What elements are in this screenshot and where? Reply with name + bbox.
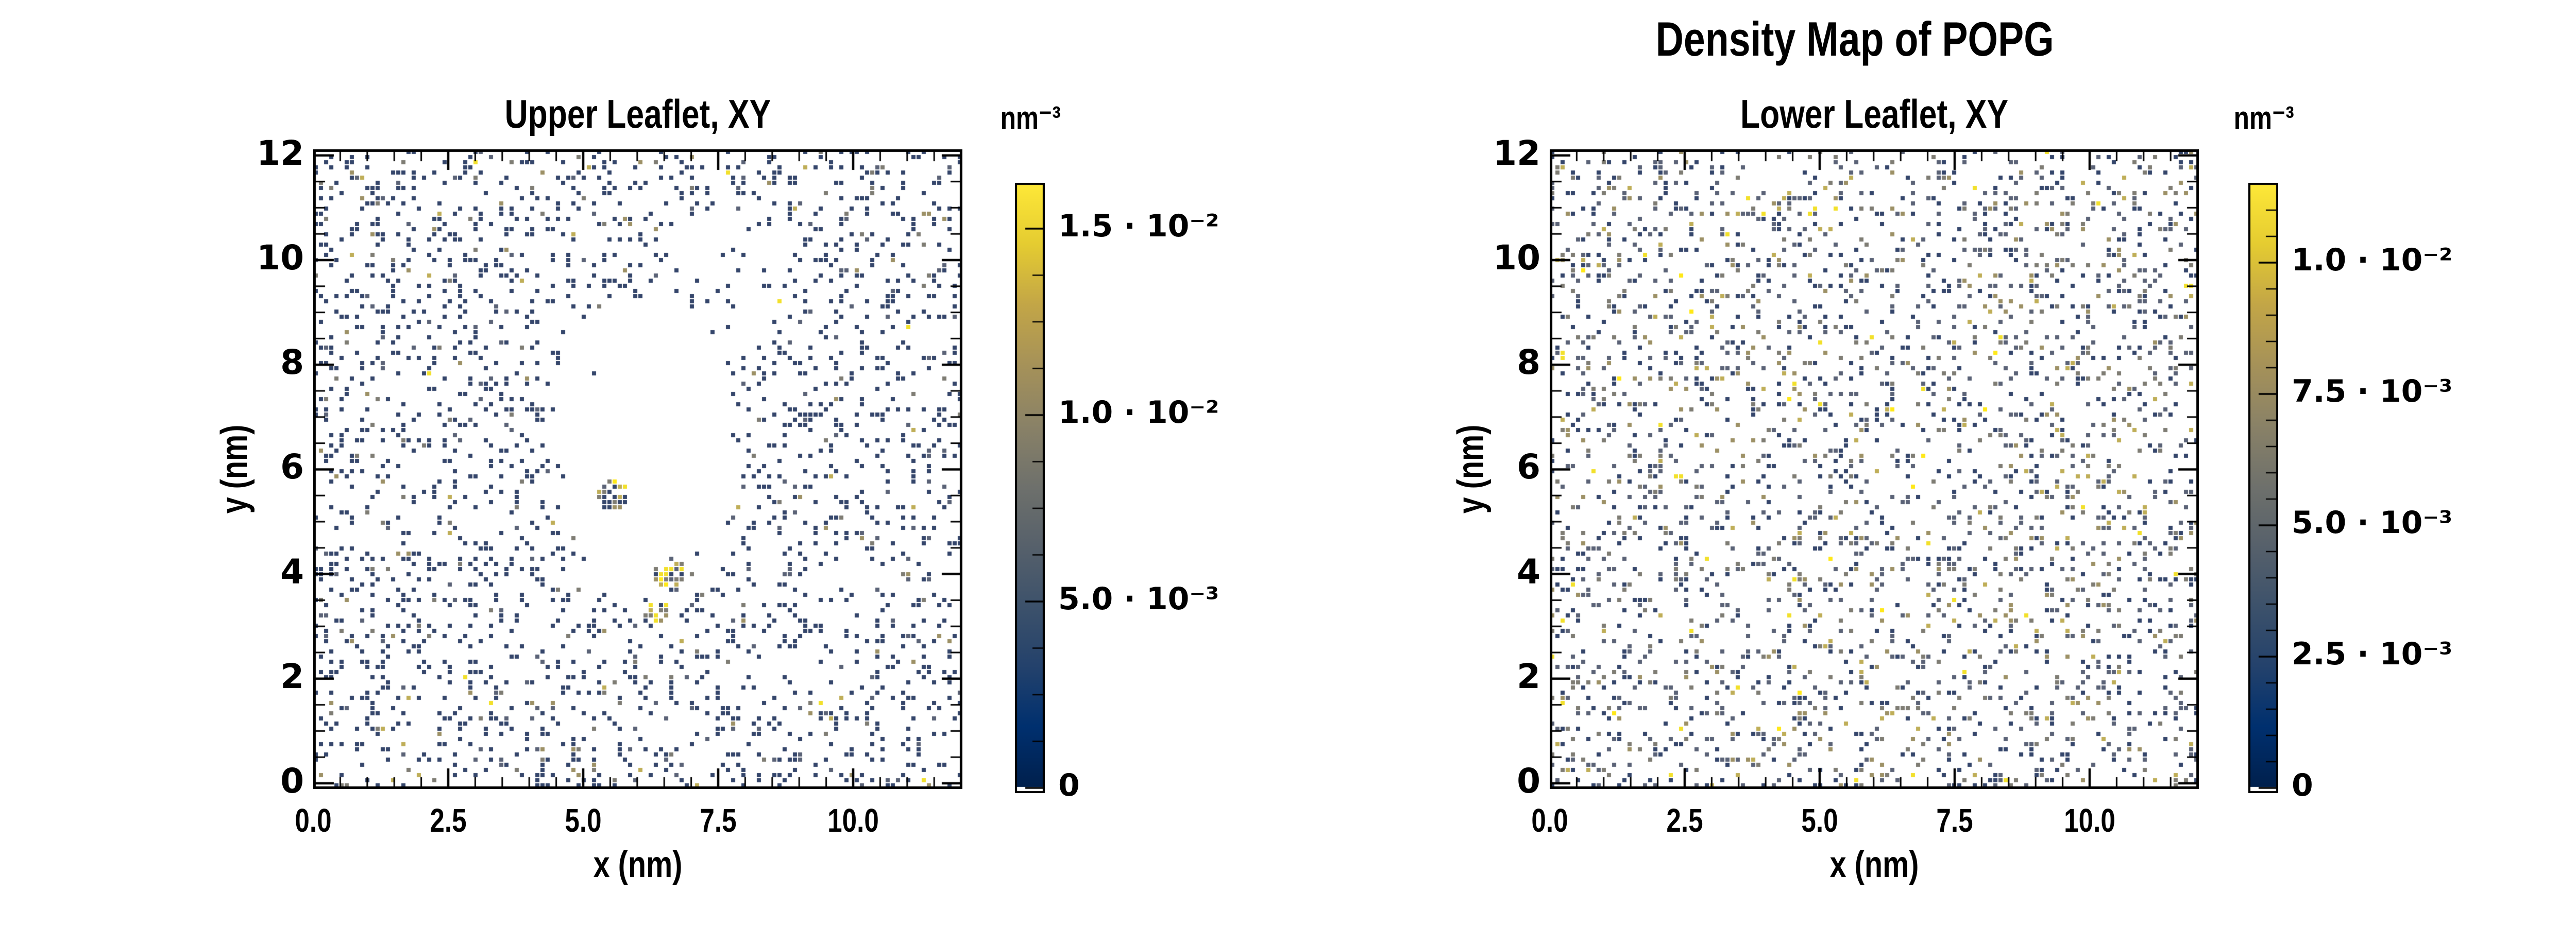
upper-leaflet-xtick-label: 5.0 — [565, 802, 602, 839]
lower-leaflet-xtick-label: 7.5 — [1936, 802, 1973, 839]
lower-leaflet-colorbar — [2248, 183, 2278, 793]
upper-leaflet-colorbar-tick-label: 5.0 · 10⁻³ — [1058, 580, 1219, 617]
upper-leaflet-ytick-label: 10 — [257, 238, 304, 278]
lower-leaflet-xtick-label: 10.0 — [2064, 802, 2115, 839]
lower-leaflet-heatmap-canvas — [1550, 149, 2199, 789]
lower-leaflet-xtick-label: 5.0 — [1801, 802, 1838, 839]
upper-leaflet-title: Upper Leaflet, XY — [504, 91, 771, 136]
lower-leaflet-colorbar-canvas — [2248, 183, 2278, 793]
upper-leaflet-colorbar-tick-label: 0 — [1058, 767, 1080, 803]
upper-leaflet-xtick-label: 2.5 — [430, 802, 467, 839]
lower-leaflet-colorbar-tick-label: 5.0 · 10⁻³ — [2292, 505, 2453, 541]
upper-leaflet-plot — [313, 149, 962, 789]
lower-leaflet-colorbar-tick-label: 7.5 · 10⁻³ — [2292, 373, 2453, 409]
figure-title: Density Map of POPG — [1340, 11, 2370, 67]
upper-leaflet-ytick-label: 12 — [257, 133, 304, 173]
upper-leaflet-heatmap-canvas — [313, 149, 962, 789]
upper-leaflet-ytick-label: 0 — [280, 761, 304, 801]
lower-leaflet-title: Lower Leaflet, XY — [1740, 91, 2009, 136]
lower-leaflet-colorbar-tick-label: 0 — [2292, 767, 2313, 803]
upper-leaflet-ytick-label: 6 — [280, 447, 304, 487]
upper-leaflet-xtick-label: 0.0 — [295, 802, 332, 839]
lower-leaflet-xaxis-label: x (nm) — [1829, 844, 1919, 885]
upper-leaflet-colorbar-canvas — [1015, 183, 1045, 793]
lower-leaflet-colorbar-tick-label: 1.0 · 10⁻² — [2292, 242, 2453, 278]
upper-leaflet-ytick-label: 2 — [280, 656, 304, 696]
lower-leaflet-xtick-label: 2.5 — [1666, 802, 1703, 839]
lower-leaflet-colorbar-tick-label: 2.5 · 10⁻³ — [2292, 636, 2453, 672]
lower-leaflet-ytick-label: 2 — [1517, 656, 1540, 696]
lower-leaflet-ytick-label: 4 — [1517, 552, 1540, 592]
lower-leaflet-ytick-label: 6 — [1517, 447, 1540, 487]
upper-leaflet-colorbar-tick-label: 1.0 · 10⁻² — [1058, 394, 1219, 431]
upper-leaflet-ytick-label: 4 — [280, 552, 304, 592]
upper-leaflet-colorbar — [1015, 183, 1045, 793]
lower-leaflet-plot — [1550, 149, 2199, 789]
upper-leaflet-colorbar-tick-label: 1.5 · 10⁻² — [1058, 208, 1219, 244]
lower-leaflet-ytick-label: 10 — [1493, 238, 1540, 278]
lower-leaflet-xtick-label: 0.0 — [1531, 802, 1568, 839]
upper-leaflet-xtick-label: 10.0 — [827, 802, 879, 839]
upper-leaflet-xaxis-label: x (nm) — [593, 844, 683, 885]
lower-leaflet-ytick-label: 8 — [1517, 342, 1540, 383]
upper-leaflet-xtick-label: 7.5 — [700, 802, 737, 839]
figure-title-text: Density Map of POPG — [1655, 12, 2054, 66]
lower-leaflet-ytick-label: 12 — [1493, 133, 1540, 173]
lower-leaflet-colorbar-unit: nm⁻³ — [2233, 100, 2294, 136]
upper-leaflet-ytick-label: 8 — [280, 342, 304, 383]
lower-leaflet-ytick-label: 0 — [1517, 761, 1540, 801]
upper-leaflet-colorbar-unit: nm⁻³ — [1000, 100, 1061, 136]
